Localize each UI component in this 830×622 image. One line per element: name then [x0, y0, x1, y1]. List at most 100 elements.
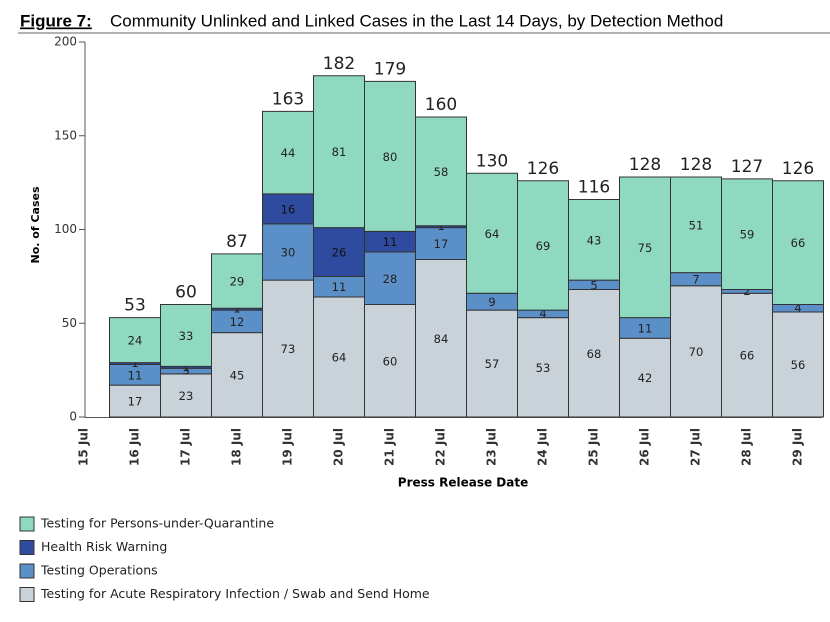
segment-label: 51 [689, 218, 704, 232]
segment-label: 57 [485, 357, 500, 371]
segment-label: 58 [434, 165, 449, 179]
segment-label: 60 [383, 354, 398, 368]
y-tick-label: 100 [54, 222, 77, 236]
segment-label: 28 [383, 272, 398, 286]
x-tick-label: 20 Jul [332, 428, 346, 466]
total-label: 182 [323, 54, 355, 74]
bar-segment [517, 317, 569, 418]
legend-label: Testing for Acute Respiratory Infection … [40, 586, 430, 601]
segment-label: 84 [434, 332, 449, 346]
segment-label: 11 [128, 368, 143, 382]
segment-label: 4 [794, 301, 801, 315]
legend-swatch [19, 563, 35, 579]
segment-label: 66 [791, 236, 806, 250]
x-tick-label: 25 Jul [587, 428, 601, 466]
segment-label: 16 [281, 202, 296, 216]
total-label: 60 [175, 283, 197, 303]
bar-segment [415, 116, 467, 227]
segment-label: 26 [332, 246, 347, 260]
x-tick-label: 22 Jul [434, 428, 448, 466]
segment-label: 7 [692, 273, 699, 287]
bar-segment [364, 80, 416, 232]
segment-label: 2 [743, 284, 750, 298]
segment-label: 75 [638, 241, 653, 255]
x-tick-label: 28 Jul [740, 428, 754, 466]
segment-label: 43 [587, 233, 602, 247]
segment-label: 11 [638, 321, 653, 335]
segment-label: 24 [128, 334, 143, 348]
x-tick-label: 16 Jul [128, 428, 142, 466]
total-label: 126 [782, 159, 814, 179]
bar-segment [109, 384, 161, 418]
x-tick-label: 27 Jul [689, 428, 703, 466]
segment-label: 81 [332, 145, 347, 159]
bar-segment [415, 227, 467, 260]
chart-title: Community Unlinked and Linked Cases in t… [110, 11, 723, 30]
bar-segment [364, 251, 416, 305]
bar-segment [466, 309, 518, 418]
total-label: 116 [578, 178, 610, 198]
bar-segment [415, 259, 467, 418]
total-label: 128 [629, 155, 661, 175]
bar-segment [619, 176, 671, 319]
segment-label: 70 [689, 345, 704, 359]
total-label: 128 [680, 155, 712, 175]
segment-label: 80 [383, 150, 398, 164]
y-axis-label: No. of Cases [29, 186, 42, 263]
segment-label: 44 [281, 146, 296, 160]
legend-label: Testing Operations [40, 563, 158, 578]
segment-label: 11 [332, 280, 347, 294]
x-tick-label: 23 Jul [485, 428, 499, 466]
total-label: 130 [476, 151, 508, 171]
segment-label: 3 [182, 364, 189, 378]
bar-segment [109, 317, 161, 364]
segment-label: 4 [539, 306, 546, 320]
bar-segment [721, 178, 773, 290]
x-tick-label: 19 Jul [281, 428, 295, 466]
x-tick-label: 24 Jul [536, 428, 550, 466]
x-tick-label: 18 Jul [230, 428, 244, 466]
y-tick-label: 0 [69, 410, 77, 424]
segment-label: 23 [179, 389, 194, 403]
bar-segment [313, 75, 365, 229]
total-label: 53 [124, 296, 146, 316]
legend-swatch [19, 540, 35, 555]
segment-label: 29 [230, 275, 245, 289]
x-axis-label: Press Release Date [398, 476, 528, 490]
segment-label: 45 [230, 368, 245, 382]
segment-label: 17 [128, 395, 143, 409]
x-tick-label: 17 Jul [179, 428, 193, 466]
total-label: 87 [226, 232, 248, 252]
bar-segment [670, 176, 722, 274]
total-label: 127 [731, 157, 763, 177]
bar-segment [211, 253, 263, 309]
y-tick-label: 200 [54, 35, 77, 49]
x-tick-label: 26 Jul [638, 428, 652, 466]
total-label: 163 [272, 89, 304, 109]
total-label: 126 [527, 159, 559, 179]
y-tick-label: 50 [62, 316, 77, 330]
segment-label: 9 [488, 295, 495, 309]
y-tick-label: 150 [54, 128, 77, 142]
segment-label: 30 [281, 246, 296, 260]
bar-segment [721, 292, 773, 418]
bar-segment [772, 311, 824, 418]
segment-label: 68 [587, 347, 602, 361]
segment-label: 66 [740, 349, 755, 363]
legend-swatch [19, 516, 35, 532]
segment-label: 11 [383, 235, 398, 249]
total-label: 160 [425, 95, 457, 115]
bar-segment [160, 373, 212, 418]
segment-label: 69 [536, 239, 551, 253]
segment-label: 12 [230, 315, 245, 329]
bar-segment [313, 296, 365, 418]
bar-segment [619, 337, 671, 418]
segment-label: 5 [590, 278, 597, 292]
segment-label: 59 [740, 228, 755, 242]
legend-swatch [19, 587, 35, 602]
x-tick-label: 21 Jul [383, 428, 397, 466]
bar-segment [262, 279, 314, 418]
bar-segment [364, 304, 416, 418]
segment-label: 42 [638, 371, 653, 385]
